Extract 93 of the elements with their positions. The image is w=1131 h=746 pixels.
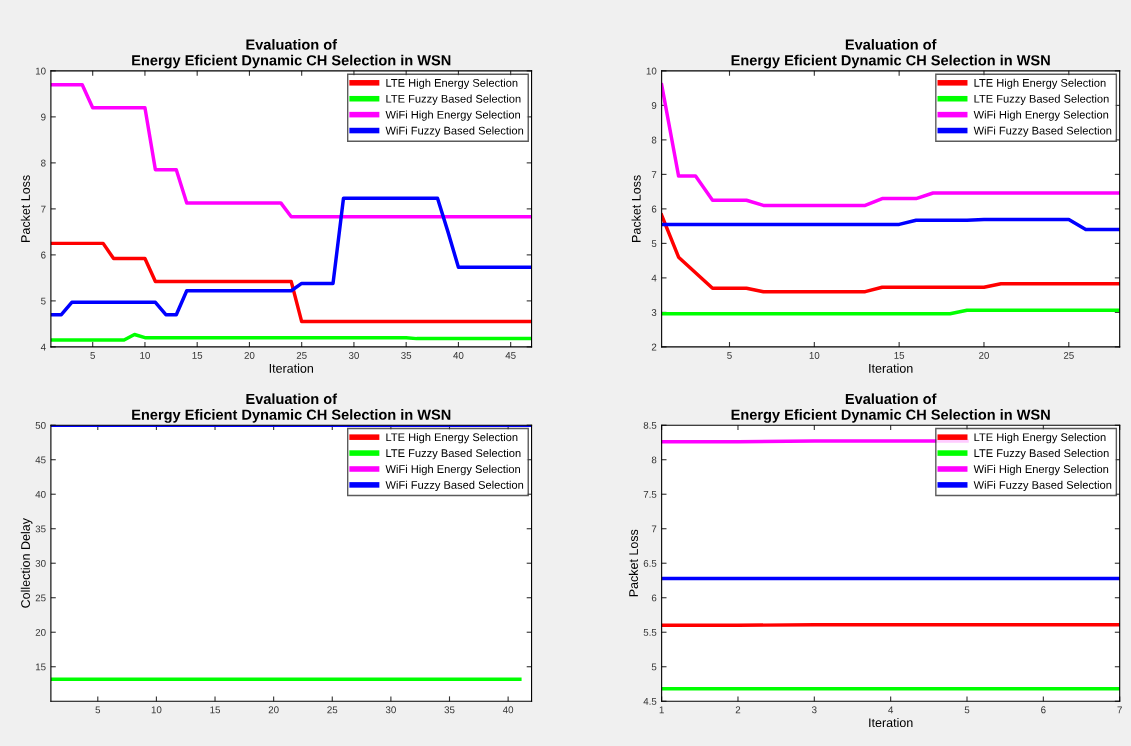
- y-tick-label: 3: [651, 309, 657, 317]
- y-tick-label: 7: [651, 525, 657, 533]
- y-tick-label: 5.5: [643, 629, 657, 636]
- y-tick-label: 7: [651, 171, 657, 178]
- x-axis-title: Iteration: [869, 717, 913, 728]
- x-tick-label: 35: [401, 352, 412, 359]
- legend-label: WiFi High Energy Selection: [973, 464, 1109, 476]
- y-tick-label: 6: [41, 251, 46, 259]
- x-tick-label: 6: [1041, 706, 1046, 714]
- chart-title: Evaluation of Energy Eficient Dynamic CH Selection in WSN: [132, 39, 451, 69]
- x-tick-label: 40: [453, 352, 464, 359]
- legend-label: LTE Fuzzy Based Selection: [386, 448, 521, 460]
- x-tick-label: 4: [888, 706, 894, 714]
- y-axis-title: Packet Loss: [631, 175, 641, 242]
- x-tick-label: 3: [811, 706, 817, 714]
- x-tick-label: 25: [1063, 352, 1074, 359]
- x-tick-label: 20: [268, 706, 279, 714]
- line-series: [661, 213, 1120, 294]
- legend-label: LTE High Energy Selection: [974, 433, 1106, 444]
- y-tick-label: 40: [35, 490, 46, 498]
- y-tick-label: 20: [35, 628, 46, 636]
- legend-label: WiFi High Energy Selection: [385, 464, 520, 476]
- legend-label: WiFi Fuzzy Based Selection: [973, 480, 1112, 492]
- x-axis-title: Iteration: [869, 363, 913, 373]
- legend-label: WiFi Fuzzy Based Selection: [973, 126, 1112, 137]
- y-tick-label: 30: [35, 559, 46, 567]
- x-tick-label: 15: [210, 706, 221, 714]
- y-tick-label: 45: [35, 456, 46, 464]
- x-tick-label: 10: [809, 352, 820, 359]
- x-tick-label: 30: [348, 352, 359, 359]
- x-tick-label: 40: [502, 706, 514, 714]
- y-tick-label: 5: [651, 663, 657, 671]
- y-tick-label: 8: [651, 136, 657, 144]
- legend-label: LTE High Energy Selection: [974, 78, 1106, 90]
- legend-label: LTE High Energy Selection: [386, 433, 518, 444]
- x-tick-label: 7: [1117, 706, 1122, 714]
- legend-label: LTE Fuzzy Based Selection: [974, 448, 1109, 460]
- x-tick-label: 5: [90, 352, 95, 359]
- legend-label: WiFi High Energy Selection: [973, 110, 1109, 121]
- y-tick-label: 10: [646, 67, 657, 75]
- x-tick-label: 1: [659, 706, 664, 714]
- y-tick-label: 8: [651, 456, 657, 464]
- y-axis-title: Packet Loss: [20, 175, 30, 242]
- x-tick-label: 2: [735, 706, 741, 714]
- y-tick-label: 4: [40, 343, 46, 351]
- x-tick-label: 15: [192, 352, 203, 359]
- legend-label: WiFi Fuzzy Based Selection: [385, 480, 524, 492]
- y-tick-label: 25: [35, 594, 46, 602]
- x-tick-label: 5: [964, 706, 970, 714]
- x-tick-label: 20: [244, 352, 255, 359]
- y-tick-label: 5: [651, 240, 657, 247]
- x-tick-label: 30: [385, 706, 396, 714]
- x-tick-label: 5: [727, 352, 732, 359]
- y-tick-label: 15: [35, 663, 46, 671]
- y-tick-label: 35: [35, 525, 46, 533]
- y-axis-title: Collection Delay: [20, 518, 33, 608]
- x-tick-label: 25: [296, 352, 307, 359]
- line-series: [661, 217, 1120, 232]
- legend-label: LTE High Energy Selection: [386, 78, 518, 90]
- y-tick-label: 9: [651, 102, 657, 109]
- legend-label: WiFi Fuzzy Based Selection: [385, 126, 524, 137]
- y-tick-label: 10: [35, 67, 46, 75]
- x-tick-label: 45: [505, 352, 516, 359]
- chart-title: Evaluation of Energy Eficient Dynamic CH Selection in WSN: [731, 39, 1050, 69]
- x-tick-label: 25: [327, 706, 338, 714]
- y-axis-title: Packet Loss: [628, 529, 639, 597]
- x-tick-label: 35: [444, 706, 455, 714]
- chart-title: Evaluation of Energy Eficient Dynamic CH Selection in WSN: [132, 393, 451, 423]
- chart-title: Evaluation of Energy Eficient Dynamic CH Selection in WSN: [731, 393, 1050, 423]
- y-tick-label: 6: [651, 205, 657, 213]
- x-tick-label: 20: [979, 352, 989, 359]
- y-tick-label: 8.5: [643, 421, 657, 429]
- y-tick-label: 5: [41, 297, 46, 305]
- x-axis-title: Iteration: [269, 363, 314, 373]
- y-tick-label: 6: [651, 594, 657, 602]
- y-tick-label: 7.5: [643, 491, 657, 498]
- x-tick-label: 5: [95, 706, 101, 714]
- y-tick-label: 8: [41, 159, 46, 167]
- y-tick-label: 4.5: [643, 698, 657, 705]
- legend-label: WiFi High Energy Selection: [385, 110, 520, 121]
- line-series: [50, 241, 532, 324]
- x-tick-label: 10: [151, 706, 162, 714]
- legend-label: LTE Fuzzy Based Selection: [974, 94, 1109, 105]
- y-tick-label: 4: [651, 274, 657, 282]
- y-tick-label: 9: [41, 113, 46, 121]
- x-tick-label: 15: [894, 352, 905, 359]
- y-tick-label: 50: [35, 421, 46, 429]
- y-tick-label: 2: [651, 343, 657, 351]
- y-tick-label: 6.5: [643, 559, 657, 567]
- legend-label: LTE Fuzzy Based Selection: [386, 94, 521, 105]
- line-series: [50, 196, 532, 317]
- x-tick-label: 10: [140, 352, 150, 359]
- y-tick-label: 7: [41, 205, 46, 213]
